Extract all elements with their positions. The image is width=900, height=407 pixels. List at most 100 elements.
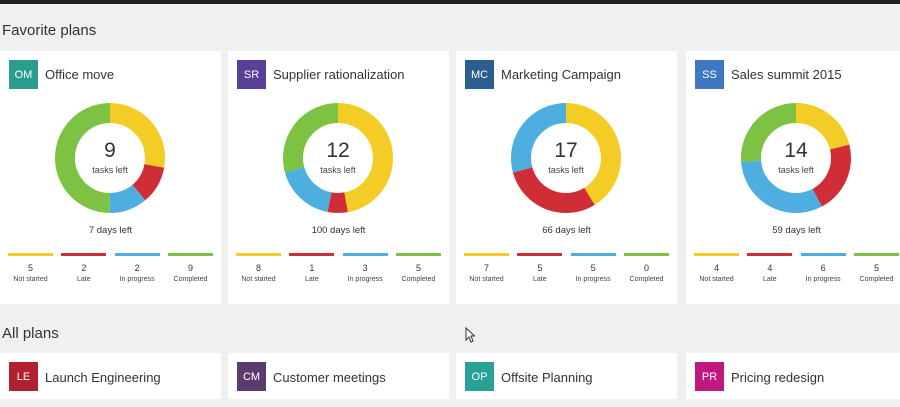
donut-segment-late	[283, 103, 393, 213]
status-color-bar	[114, 253, 160, 256]
days-left-text: 59 days left	[772, 225, 821, 236]
status-in-progress: 3 In progress	[342, 253, 388, 283]
status-count: 0	[643, 263, 649, 273]
status-late: 1 Late	[289, 253, 335, 283]
tasks-left-label: tasks left	[548, 165, 584, 175]
status-color-bar	[289, 253, 335, 256]
task-status-donut	[741, 103, 851, 213]
status-count: 7	[483, 263, 489, 273]
donut-segment-in-progress	[511, 103, 621, 213]
plan-name[interactable]: Office move	[45, 67, 115, 82]
status-count: 9	[187, 263, 193, 273]
donut-segment-completed	[283, 103, 393, 213]
plan-name[interactable]: Sales summit 2015	[731, 67, 842, 82]
status-color-bar	[236, 253, 281, 256]
days-left-text: 100 days left	[311, 225, 366, 236]
tasks-left-label: tasks left	[92, 165, 128, 175]
tasks-left-count: 17	[554, 139, 578, 162]
status-in-progress: 5 In progress	[570, 253, 616, 283]
plan-name[interactable]: Offsite Planning	[501, 370, 593, 385]
status-color-bar	[800, 253, 846, 256]
status-count: 6	[820, 263, 826, 273]
status-count: 3	[362, 263, 368, 273]
status-label: Late	[533, 276, 547, 283]
status-label: Not started	[13, 276, 48, 283]
plan-name[interactable]: Marketing Campaign	[501, 67, 621, 82]
task-status-donut	[511, 103, 621, 213]
status-late: 2 Late	[61, 253, 107, 283]
status-color-bar	[517, 253, 563, 256]
status-label: Late	[763, 276, 777, 283]
all-plan-item-cm[interactable]: CM Customer meetings	[228, 353, 449, 399]
status-color-bar	[853, 253, 899, 256]
status-completed: 5 Completed	[395, 253, 441, 283]
plan-card-om[interactable]: OM Office move 9 tasks left 7 days left 5 Not …	[0, 51, 221, 304]
status-completed: 5 Completed	[853, 253, 899, 283]
plan-name[interactable]: Pricing redesign	[731, 370, 825, 385]
status-count: 5	[537, 263, 543, 273]
plan-avatar: LE	[9, 362, 38, 391]
tasks-left-count: 14	[784, 139, 808, 162]
plan-avatar: PR	[695, 362, 724, 391]
status-color-bar	[623, 253, 669, 256]
all-plan-item-op[interactable]: OP Offsite Planning	[456, 353, 677, 399]
favorite-plans-heading: Favorite plans	[2, 22, 97, 39]
plan-avatar: MC	[465, 60, 494, 89]
plan-avatar: SR	[237, 60, 266, 89]
status-label: In progress	[119, 276, 155, 283]
status-in-progress: 2 In progress	[114, 253, 160, 283]
status-color-bar	[8, 253, 53, 256]
status-summary: 4 Not started 4 Late 6 In progress 5 Completed	[694, 253, 899, 283]
plan-card-mc[interactable]: MC Marketing Campaign 17 tasks left 66 days …	[456, 51, 677, 304]
all-plan-item-le[interactable]: LE Launch Engineering	[0, 353, 221, 399]
status-label: Completed	[401, 276, 436, 283]
status-completed: 0 Completed	[623, 253, 669, 283]
status-summary: 7 Not started 5 Late 5 In progress 0 Completed	[464, 253, 669, 283]
status-label: Completed	[859, 276, 894, 283]
status-count: 5	[415, 263, 421, 273]
donut-segment-in-progress	[55, 103, 165, 213]
plan-avatar: OP	[465, 362, 494, 391]
donut-segment-late	[511, 103, 621, 213]
tasks-left-count: 12	[326, 139, 350, 162]
plan-avatar: SS	[695, 60, 724, 89]
all-plan-item-pr[interactable]: PR Pricing redesign	[686, 353, 900, 399]
plan-card-ss[interactable]: SS Sales summit 2015 14 tasks left 59 days l…	[686, 51, 900, 304]
status-not-started: 7 Not started	[464, 253, 509, 283]
status-count: 5	[27, 263, 33, 273]
status-not-started: 8 Not started	[236, 253, 281, 283]
status-count: 1	[309, 263, 315, 273]
tasks-left-label: tasks left	[320, 165, 356, 175]
plan-name[interactable]: Supplier rationalization	[273, 67, 405, 82]
status-label: In progress	[347, 276, 383, 283]
tasks-left-count: 9	[104, 139, 116, 162]
status-in-progress: 6 In progress	[800, 253, 846, 283]
status-color-bar	[167, 253, 213, 256]
status-color-bar	[395, 253, 441, 256]
top-bar	[0, 0, 900, 4]
status-label: Late	[305, 276, 319, 283]
status-summary: 5 Not started 2 Late 2 In progress 9 Completed	[8, 253, 213, 283]
plan-name[interactable]: Customer meetings	[273, 370, 386, 385]
status-completed: 9 Completed	[167, 253, 213, 283]
plan-avatar: CM	[237, 362, 266, 391]
status-color-bar	[694, 253, 739, 256]
status-count: 4	[713, 263, 719, 273]
days-left-text: 66 days left	[542, 225, 591, 236]
status-label: In progress	[805, 276, 841, 283]
status-count: 8	[255, 263, 261, 273]
status-label: Not started	[241, 276, 276, 283]
status-count: 2	[81, 263, 87, 273]
status-color-bar	[570, 253, 616, 256]
plan-avatar: OM	[9, 60, 38, 89]
plan-name[interactable]: Launch Engineering	[45, 370, 161, 385]
status-count: 5	[873, 263, 879, 273]
task-status-donut	[283, 103, 393, 213]
donut-segment-late	[741, 103, 851, 213]
donut-segment-in-progress	[741, 103, 851, 213]
plan-card-sr[interactable]: SR Supplier rationalization 12 tasks left 10…	[228, 51, 449, 304]
status-color-bar	[342, 253, 388, 256]
all-plans-heading: All plans	[2, 325, 59, 342]
status-label: Completed	[173, 276, 208, 283]
task-status-donut	[55, 103, 165, 213]
